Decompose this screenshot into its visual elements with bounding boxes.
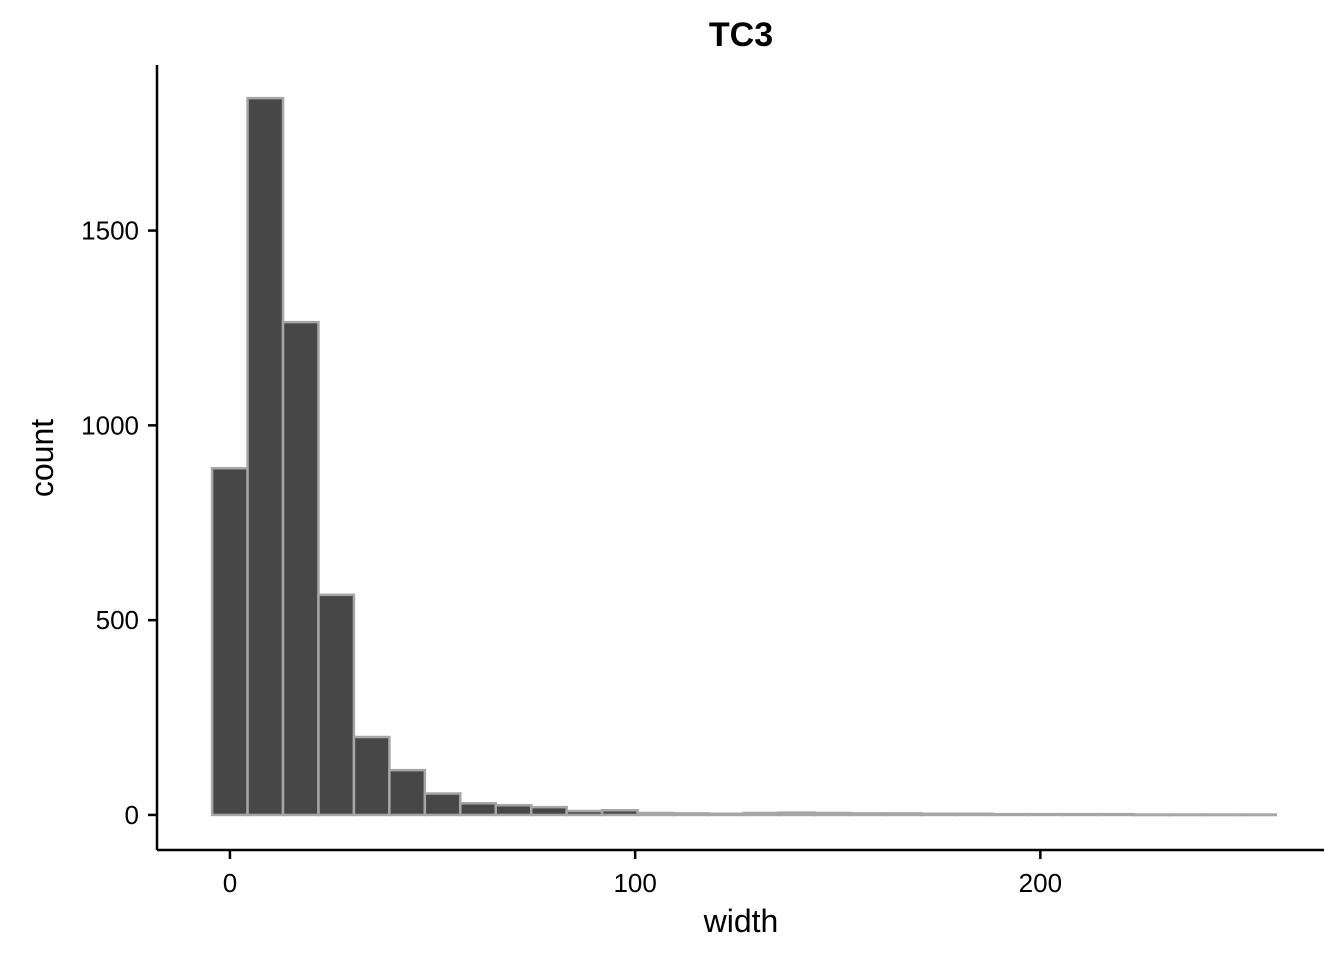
histogram-bar — [1203, 813, 1242, 817]
histogram-bar — [1026, 812, 1065, 817]
histogram-bar — [1168, 813, 1207, 817]
histogram-bar — [317, 593, 356, 817]
bars-group — [210, 96, 1278, 817]
histogram-bar — [778, 811, 817, 817]
chart-title: TC3 — [709, 16, 773, 54]
histogram-bar — [919, 812, 958, 817]
histogram-bar — [849, 812, 888, 817]
histogram-bar — [388, 768, 427, 817]
y-tick-label: 1500 — [81, 216, 139, 246]
histogram-bar — [813, 811, 852, 817]
x-axis-label: width — [703, 903, 779, 939]
histogram-bar — [494, 803, 533, 817]
histogram-bar — [955, 812, 994, 817]
y-tick-label: 500 — [96, 605, 139, 635]
histogram-bar — [884, 812, 923, 817]
histogram-bar — [1132, 813, 1171, 817]
histogram-bar — [565, 809, 604, 817]
histogram-bar — [1239, 813, 1278, 817]
y-tick-label: 1000 — [81, 410, 139, 440]
x-tick-label: 200 — [1019, 868, 1062, 898]
histogram-bar — [423, 792, 462, 817]
y-axis: 0 500 1000 1500 — [81, 65, 159, 850]
histogram-bar — [600, 809, 639, 817]
histogram-bar — [352, 735, 391, 817]
histogram-bar — [246, 96, 285, 817]
histogram-bar — [742, 811, 781, 817]
histogram-bar — [990, 812, 1029, 817]
histogram-bar — [707, 812, 746, 817]
histogram-bar — [281, 320, 320, 817]
histogram-bar — [459, 802, 498, 817]
histogram-bar — [1097, 812, 1136, 817]
histogram-bar — [1061, 812, 1100, 817]
y-axis-label: count — [24, 419, 60, 497]
x-tick-label: 0 — [223, 868, 237, 898]
histogram-bar — [529, 805, 568, 817]
histogram-bar — [671, 812, 710, 817]
histogram-bar — [210, 466, 249, 817]
y-tick-label: 0 — [125, 800, 139, 830]
x-axis: 0 100 200 — [157, 848, 1324, 898]
x-tick-label: 100 — [613, 868, 656, 898]
histogram-bar — [636, 811, 675, 817]
